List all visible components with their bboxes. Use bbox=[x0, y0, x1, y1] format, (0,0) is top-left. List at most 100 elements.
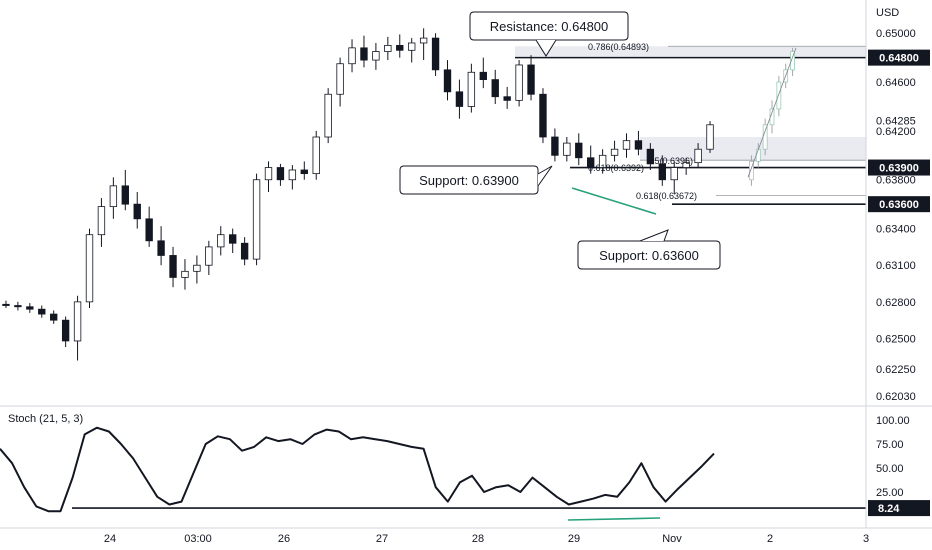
resistance-callout-box bbox=[469, 11, 629, 41]
level-badge: 0.63900 bbox=[868, 159, 930, 176]
candle-body bbox=[372, 51, 380, 61]
candle-body bbox=[14, 305, 22, 308]
candle bbox=[50, 310, 58, 324]
candle-body bbox=[658, 163, 666, 181]
level-badge: 0.64800 bbox=[868, 49, 930, 66]
candle bbox=[181, 259, 189, 290]
candle-body bbox=[300, 169, 308, 175]
divergence-line-stoch bbox=[567, 517, 661, 521]
resistance-callout-pointer bbox=[535, 39, 557, 57]
candle bbox=[658, 155, 666, 186]
stoch-badge: 8.24 bbox=[868, 500, 930, 517]
candle-body bbox=[598, 154, 607, 168]
candle-body bbox=[240, 242, 249, 260]
candle-body bbox=[491, 79, 499, 98]
price-tick-label: 0.65000 bbox=[876, 28, 916, 40]
fib-label: 0.618(0.6392) bbox=[588, 163, 644, 173]
support-callout-2-pointer bbox=[639, 229, 669, 242]
candle bbox=[252, 173, 261, 266]
stoch-pane: Stoch (21, 5, 3) bbox=[0, 413, 866, 521]
candle bbox=[372, 42, 380, 70]
candle-body bbox=[384, 45, 392, 52]
price-tick-label: 0.62030 bbox=[876, 391, 916, 403]
candle bbox=[551, 128, 559, 162]
candle bbox=[61, 316, 70, 348]
support-callout-1-box bbox=[399, 165, 539, 195]
candle-body bbox=[408, 42, 416, 51]
candle bbox=[133, 191, 141, 229]
candle-body bbox=[348, 47, 356, 65]
candle-body bbox=[169, 255, 177, 278]
stoch-tick-label: 25.00 bbox=[876, 487, 904, 499]
resistance-zone bbox=[515, 46, 866, 58]
candle bbox=[145, 206, 153, 247]
candle-body bbox=[706, 124, 714, 150]
candle bbox=[264, 161, 273, 192]
candle bbox=[193, 255, 201, 284]
support-callout-1: Support: 0.63900 bbox=[399, 165, 553, 195]
divergence-line-price bbox=[571, 187, 657, 215]
candle bbox=[2, 300, 10, 308]
level-badge-text: 0.64800 bbox=[879, 53, 919, 65]
candle bbox=[598, 149, 607, 174]
candle bbox=[634, 130, 643, 156]
candle bbox=[240, 237, 249, 266]
candle bbox=[670, 161, 678, 195]
candle-body bbox=[622, 140, 631, 150]
candle-body bbox=[694, 148, 702, 164]
candle-body bbox=[85, 234, 94, 303]
stoch-badge-text: 8.24 bbox=[878, 503, 900, 515]
price-tick-label: 0.64600 bbox=[876, 77, 916, 89]
candle-body bbox=[670, 167, 678, 181]
candle-body bbox=[73, 301, 82, 342]
candle-body bbox=[50, 313, 58, 321]
projection-body bbox=[762, 124, 768, 150]
candle bbox=[622, 133, 631, 158]
support-callout-2-box bbox=[577, 240, 721, 270]
last-price-label: 0.64285 bbox=[876, 116, 916, 128]
candle bbox=[157, 226, 165, 266]
candle bbox=[479, 57, 487, 89]
candle bbox=[431, 33, 440, 76]
candle bbox=[109, 177, 118, 219]
candle-body bbox=[467, 71, 476, 107]
candle-body bbox=[288, 169, 297, 181]
candle bbox=[121, 169, 129, 211]
candle bbox=[73, 295, 82, 361]
candle-body bbox=[587, 157, 595, 168]
price-tick-label: 0.62500 bbox=[876, 333, 916, 345]
candle bbox=[217, 226, 225, 256]
candle bbox=[563, 137, 571, 162]
level-badge-bg bbox=[868, 196, 930, 213]
candle bbox=[706, 121, 714, 153]
candle-body bbox=[360, 47, 368, 61]
candle-body bbox=[324, 93, 332, 138]
candle-body bbox=[205, 246, 213, 266]
candle-body bbox=[121, 185, 129, 205]
price-tick-label: 0.63100 bbox=[876, 260, 916, 272]
candle bbox=[575, 133, 583, 166]
stoch-tick-label: 100.00 bbox=[876, 415, 910, 427]
candle-body bbox=[431, 37, 440, 71]
stoch-tick-label: 50.00 bbox=[876, 463, 904, 475]
price-tick-label: 0.62800 bbox=[876, 297, 916, 309]
candle-body bbox=[575, 142, 583, 159]
fib-label: 0.618(0.63672) bbox=[636, 191, 697, 201]
projection-body bbox=[790, 51, 795, 71]
candle-body bbox=[443, 69, 452, 93]
candle bbox=[455, 79, 464, 119]
level-badge-text: 0.63900 bbox=[879, 163, 919, 175]
candle-body bbox=[455, 91, 464, 107]
time-tick-label: 03:00 bbox=[184, 533, 212, 545]
candle-body bbox=[193, 264, 201, 272]
candle-body bbox=[264, 167, 273, 181]
time-tick-label: Nov bbox=[662, 533, 682, 545]
price-tick-label: 0.62250 bbox=[876, 364, 916, 376]
candle-body bbox=[312, 136, 320, 175]
candle-body bbox=[563, 142, 571, 156]
candle-body bbox=[109, 185, 118, 208]
time-tick-label: 24 bbox=[104, 533, 116, 545]
candle bbox=[38, 305, 46, 318]
candle bbox=[396, 34, 404, 58]
